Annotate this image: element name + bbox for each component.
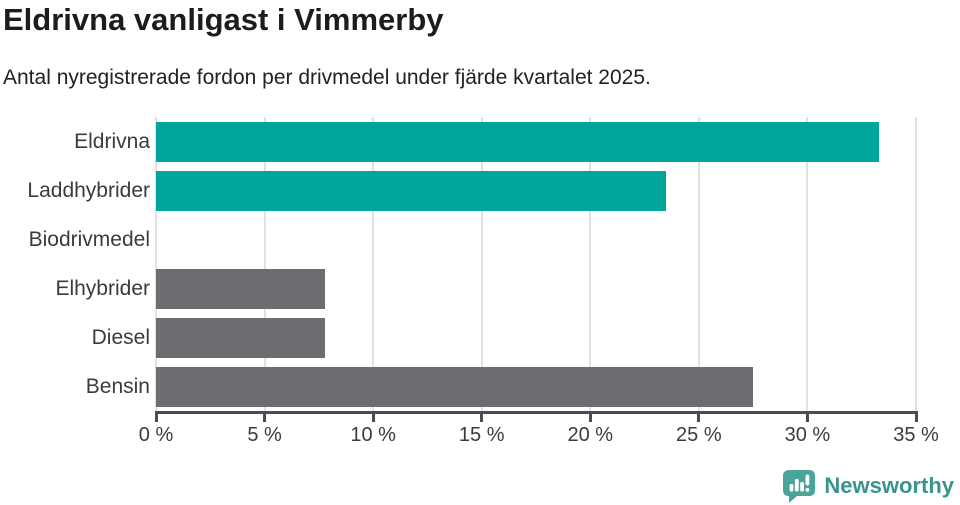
grid-line <box>697 117 700 412</box>
category-axis-labels: Eldrivna Laddhybrider Biodrivmedel Elhybrid… <box>0 117 150 412</box>
grid-line <box>589 117 592 412</box>
x-axis-tick <box>480 414 484 422</box>
newsworthy-wordmark: Newsworthy <box>824 473 954 498</box>
newsworthy-icon <box>783 470 816 503</box>
category-label: Eldrivna <box>74 129 150 153</box>
category-label: Elhybrider <box>55 277 150 301</box>
x-axis-tick-label: 10 % <box>350 424 396 446</box>
x-axis-tick <box>371 414 375 422</box>
x-axis-tick <box>588 414 592 422</box>
x-axis-tick-label: 35 % <box>893 424 939 446</box>
grid-line <box>263 117 266 412</box>
category-label: Bensin <box>85 375 150 399</box>
x-axis-tick-label: 25 % <box>676 424 722 446</box>
chart-title: Eldrivna vanligast i Vimmerby <box>3 2 444 37</box>
x-axis-line <box>155 411 918 414</box>
x-axis-tick-label: 15 % <box>458 424 505 446</box>
x-axis-tick-label: 20 % <box>567 424 614 446</box>
x-axis-tick <box>805 414 809 422</box>
chart-subtitle: Antal nyregistrerade fordon per drivmede… <box>3 66 651 89</box>
x-axis-tick <box>154 414 158 422</box>
bar-bensin <box>156 367 754 408</box>
newsworthy-logo: Newsworthy <box>782 469 954 503</box>
x-axis-tick <box>697 414 701 422</box>
grid-line <box>372 117 375 412</box>
x-axis-tick-label: 5 % <box>247 424 282 446</box>
category-label: Laddhybrider <box>27 178 150 202</box>
x-axis-tick-label: 0 % <box>138 424 174 446</box>
bar-diesel <box>156 318 326 359</box>
grid-line <box>915 117 917 412</box>
bar-laddhybrider <box>156 170 667 211</box>
x-axis-tick <box>263 414 267 422</box>
x-axis-tick-label: 30 % <box>784 424 831 446</box>
grid-line <box>806 117 809 412</box>
bar-elhybrider <box>156 269 326 310</box>
bar-eldrivna <box>156 121 880 162</box>
category-label: Diesel <box>91 326 150 350</box>
grid-line <box>480 117 483 412</box>
x-axis-tick <box>914 414 918 422</box>
grid-line <box>155 117 157 412</box>
plot-area <box>155 117 917 412</box>
category-label: Biodrivmedel <box>28 227 150 251</box>
